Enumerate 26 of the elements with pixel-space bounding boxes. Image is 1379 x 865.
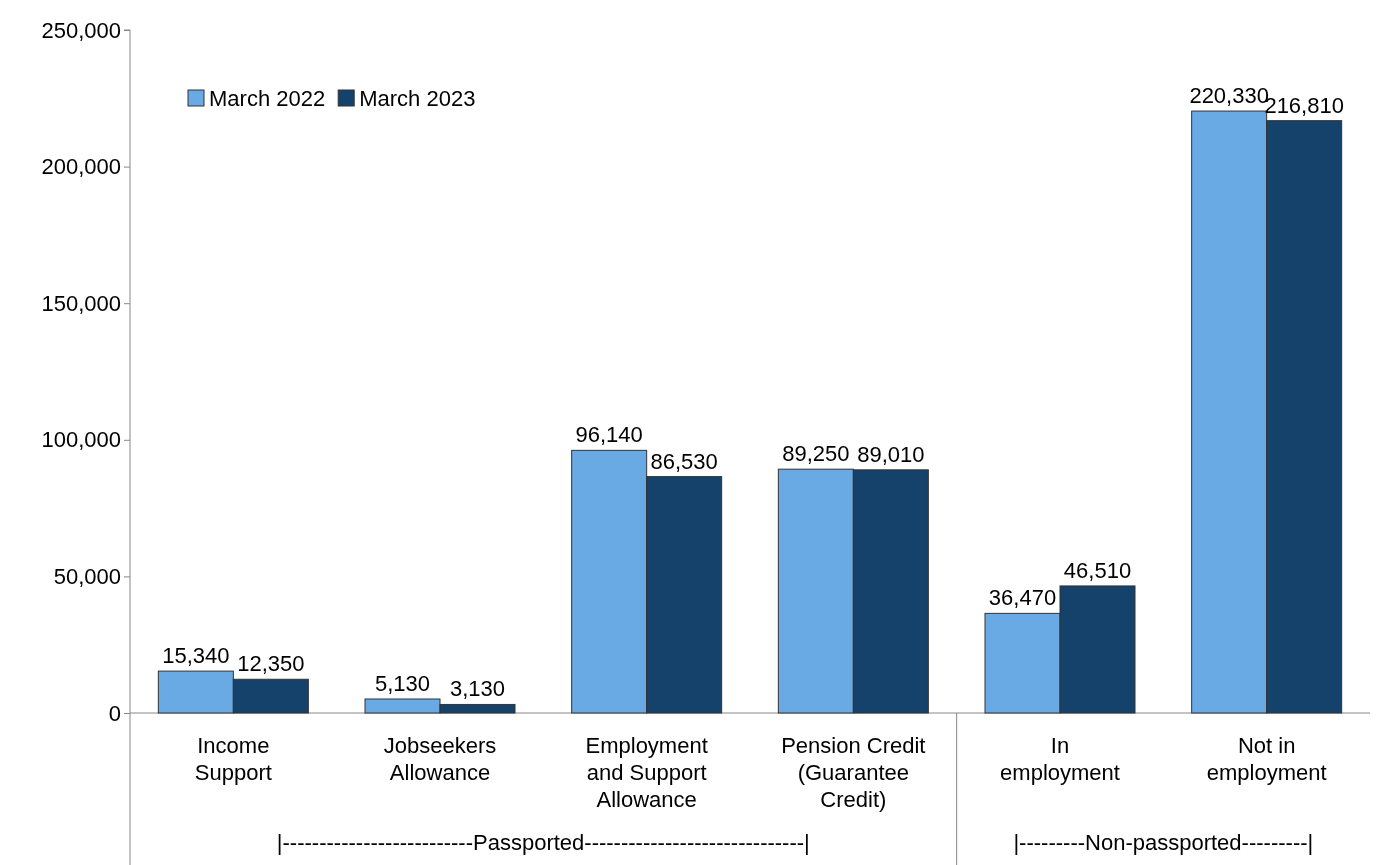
x-tick-label: Jobseekers Allowance xyxy=(383,733,497,785)
data-label: 15,340 xyxy=(162,643,230,669)
x-tick-label: Pension Credit (Guarantee Credit) xyxy=(781,733,926,812)
legend-label: March 2023 xyxy=(359,86,476,111)
y-tick-label: 250,000 xyxy=(41,17,121,43)
y-tick-label: 100,000 xyxy=(41,427,121,453)
data-label: 46,510 xyxy=(1063,557,1132,583)
text: |--------------------------Passported------------------------------| xyxy=(276,830,810,855)
x-tick-label: Employment and Support Allowance xyxy=(585,733,708,812)
data-label: 86,530 xyxy=(650,448,718,474)
legend-label: March 2022 xyxy=(209,86,326,111)
text: |---------Non-passported---------| xyxy=(1013,830,1314,855)
data-label: 12,350 xyxy=(237,651,305,677)
y-tick-label: 0 xyxy=(108,700,121,726)
data-label: 89,010 xyxy=(857,441,925,467)
data-label: 89,250 xyxy=(782,441,850,467)
data-label: 3,130 xyxy=(449,676,506,702)
x-tick-label: In employment xyxy=(1000,733,1120,785)
data-label: 5,130 xyxy=(374,670,431,696)
y-tick-label: 200,000 xyxy=(41,154,121,180)
y-tick-label: 150,000 xyxy=(41,290,121,316)
data-label: 96,140 xyxy=(575,422,643,448)
y-tick-label: 50,000 xyxy=(53,563,121,589)
x-tick-label: Income Support xyxy=(194,733,272,785)
x-tick-label: Not in employment xyxy=(1206,733,1327,785)
data-label: 36,470 xyxy=(988,585,1057,611)
